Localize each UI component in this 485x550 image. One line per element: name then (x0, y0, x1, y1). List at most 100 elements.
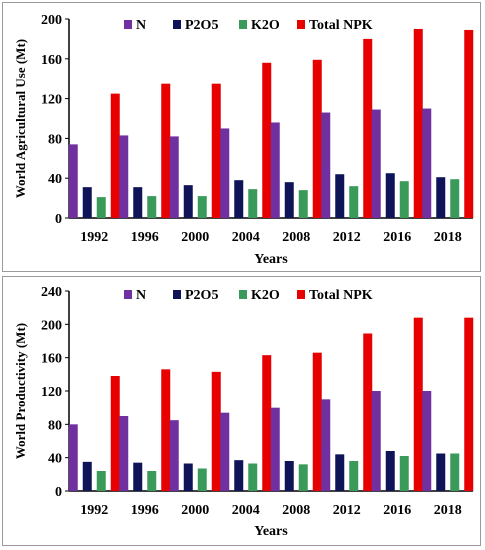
bar-p2o5 (436, 177, 446, 218)
x-axis-label: Years (254, 252, 288, 267)
legend-swatch (239, 20, 247, 29)
x-tick-label: 2012 (333, 503, 361, 518)
bar-k2o (248, 189, 258, 218)
legend-swatch (297, 20, 305, 29)
agricultural-use-chart: World Agricultural Use (Mt) Years 0 40 80 1… (13, 13, 474, 267)
legend-swatch (124, 20, 132, 29)
bar-n (371, 109, 381, 218)
bar-n (270, 122, 280, 218)
bar-p2o5 (82, 187, 92, 218)
y-tick-label: 80 (48, 132, 62, 147)
x-axis-label: Years (254, 524, 288, 539)
bar-k2o (147, 471, 157, 491)
legend-label: N (136, 288, 146, 303)
bar-p2o5 (436, 453, 446, 491)
bar-p2o5 (284, 461, 294, 491)
legend-label: Total NPK (309, 18, 373, 33)
bar-total-npk (312, 352, 322, 491)
legend-label: K2O (251, 18, 280, 33)
x-tick-label: 2000 (181, 503, 209, 518)
bar-p2o5 (234, 460, 244, 491)
bar-total-npk (262, 355, 272, 491)
bar-p2o5 (133, 187, 143, 218)
bar-n (422, 108, 432, 218)
y-tick-label: 240 (41, 285, 62, 300)
x-tick-label: 2016 (383, 230, 411, 245)
bar-p2o5 (133, 462, 143, 491)
legend-label: Total NPK (309, 288, 373, 303)
x-tick-label: 2018 (434, 230, 462, 245)
legend-swatch (173, 290, 181, 299)
y-tick-label: 80 (48, 418, 62, 433)
x-tick-label: 2004 (232, 230, 260, 245)
x-tick-label: 1992 (80, 503, 108, 518)
bar-total-npk (110, 93, 120, 218)
y-tick-label: 40 (48, 452, 62, 467)
bar-k2o (298, 190, 308, 218)
bar-n (270, 407, 280, 491)
bar-k2o (450, 453, 460, 491)
legend-label: N (136, 18, 146, 33)
bar-k2o (298, 464, 308, 491)
bar-total-npk (161, 369, 171, 491)
bar-total-npk (464, 29, 474, 218)
bar-total-npk (211, 83, 221, 218)
bar-k2o (96, 471, 106, 491)
y-axis-label: World Agricultural Use (Mt) (13, 39, 28, 198)
bar-total-npk (464, 317, 474, 491)
bar-p2o5 (284, 182, 294, 218)
y-tick-label: 200 (41, 13, 62, 28)
bar-total-npk (312, 59, 322, 218)
bar-n (119, 135, 129, 218)
x-tick-label: 1992 (80, 230, 108, 245)
x-tick-label: 2016 (383, 503, 411, 518)
bar-total-npk (363, 333, 373, 491)
y-tick-label: 0 (55, 485, 62, 500)
x-tick-label: 2018 (434, 503, 462, 518)
x-tick-label: 2008 (282, 230, 310, 245)
legend-swatch (173, 20, 181, 29)
bar-k2o (197, 196, 207, 218)
bar-p2o5 (82, 461, 92, 491)
bar-n (169, 420, 179, 491)
bar-total-npk (110, 376, 120, 491)
legend: N P2O5 K2O Total NPK (124, 18, 373, 33)
y-tick-label: 200 (41, 318, 62, 333)
y-tick-label: 120 (41, 93, 62, 108)
bar-k2o (450, 179, 460, 218)
bar-p2o5 (335, 454, 345, 491)
bar-n (68, 144, 78, 218)
bar-total-npk (413, 28, 423, 219)
bar-p2o5 (234, 180, 244, 218)
legend-label: P2O5 (185, 18, 218, 33)
agricultural-use-panel: World Agricultural Use (Mt) Years 0 40 80 1… (2, 2, 481, 272)
bar-total-npk (161, 83, 171, 218)
bar-p2o5 (183, 185, 193, 218)
legend: N P2O5 K2O Total NPK (124, 288, 373, 303)
y-tick-label: 120 (41, 385, 62, 400)
x-tick-label: 2012 (333, 230, 361, 245)
bar-p2o5 (385, 173, 395, 218)
x-tick-label: 1996 (131, 503, 159, 518)
plot-area: 0 40 80 120 160 200 240 1992 1996 2000 2004 2008 201… (41, 285, 474, 518)
legend-swatch (239, 290, 247, 299)
x-tick-label: 2000 (181, 230, 209, 245)
legend-swatch (124, 290, 132, 299)
bar-n (68, 424, 78, 491)
y-axis-label-group: World Agricultural Use (Mt) (13, 39, 28, 198)
bar-n (119, 416, 129, 491)
productivity-panel: World Productivity (Mt) Years 0 40 80 120 16… (2, 276, 481, 546)
bar-p2o5 (385, 451, 395, 491)
bar-k2o (399, 456, 409, 491)
legend-swatch (297, 290, 305, 299)
y-axis-label-group: World Productivity (Mt) (13, 323, 28, 459)
x-tick-label: 1996 (131, 230, 159, 245)
x-tick-label: 2004 (232, 503, 260, 518)
bar-total-npk (262, 62, 272, 218)
bar-k2o (96, 197, 106, 218)
bar-p2o5 (335, 174, 345, 218)
bar-k2o (349, 186, 359, 218)
bar-k2o (399, 181, 409, 218)
y-tick-label: 160 (41, 352, 62, 367)
bar-n (321, 112, 331, 218)
